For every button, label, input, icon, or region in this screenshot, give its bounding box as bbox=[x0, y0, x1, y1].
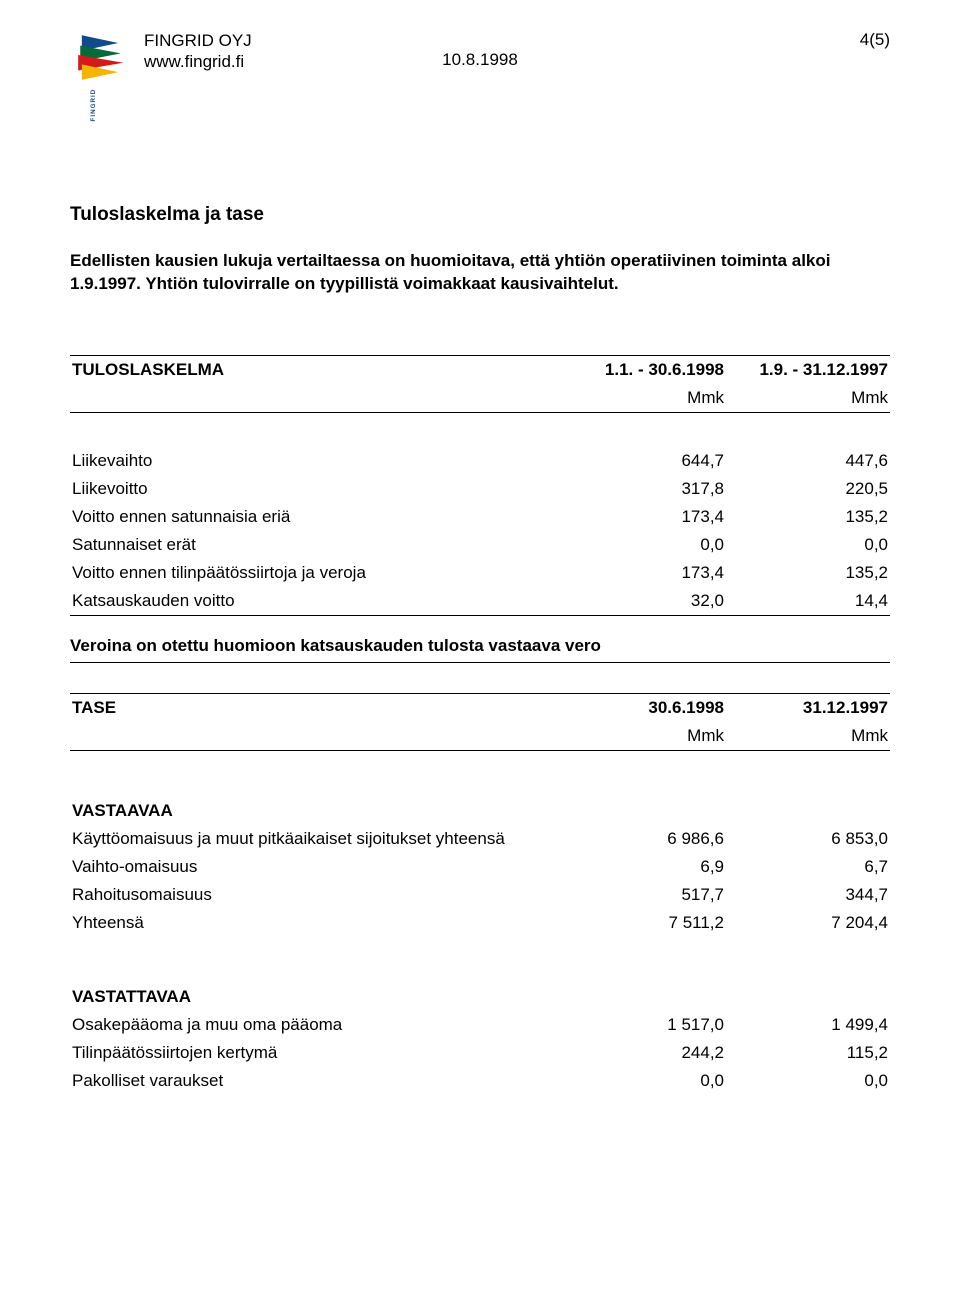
period-2: 1.9. - 31.12.1997 bbox=[726, 356, 890, 384]
row-label: Pakolliset varaukset bbox=[70, 1067, 562, 1095]
row-value-2: 344,7 bbox=[726, 881, 890, 909]
brand-logo-block: FINGRID bbox=[70, 30, 130, 124]
row-value-2: 220,5 bbox=[726, 475, 890, 503]
document-date: 10.8.1998 bbox=[442, 50, 518, 70]
table-row: Osakepääoma ja muu oma pääoma1 517,01 49… bbox=[70, 1011, 890, 1039]
liab-heading-row: VASTATTAVAA bbox=[70, 983, 890, 1011]
table-row: Liikevaihto644,7447,6 bbox=[70, 447, 890, 475]
table-row: Voitto ennen satunnaisia eriä173,4135,2 bbox=[70, 503, 890, 531]
row-value-2: 7 204,4 bbox=[726, 909, 890, 937]
unit-row: Mmk Mmk bbox=[70, 384, 890, 412]
row-label: Liikevaihto bbox=[70, 447, 562, 475]
content: Tuloslaskelma ja tase Edellisten kausien… bbox=[70, 204, 890, 1096]
period-1: 1.1. - 30.6.1998 bbox=[562, 356, 726, 384]
row-value-1: 7 511,2 bbox=[562, 909, 726, 937]
row-value-2: 447,6 bbox=[726, 447, 890, 475]
income-statement-table: TULOSLASKELMA 1.1. - 30.6.1998 1.9. - 31… bbox=[70, 356, 890, 412]
table-row: Satunnaiset erät0,00,0 bbox=[70, 531, 890, 559]
table-row: Käyttöomaisuus ja muut pitkäaikaiset sij… bbox=[70, 825, 890, 853]
unit-2: Mmk bbox=[726, 722, 890, 750]
row-label: Käyttöomaisuus ja muut pitkäaikaiset sij… bbox=[70, 825, 562, 853]
balance-heading: TASE bbox=[70, 694, 562, 722]
row-value-1: 244,2 bbox=[562, 1039, 726, 1067]
page-header: FINGRID FINGRID OYJ www.fingrid.fi 4(5) … bbox=[70, 30, 890, 124]
row-value-2: 14,4 bbox=[726, 587, 890, 615]
row-label: Katsauskauden voitto bbox=[70, 587, 562, 615]
table-row: Yhteensä7 511,27 204,4 bbox=[70, 909, 890, 937]
row-label: Satunnaiset erät bbox=[70, 531, 562, 559]
row-value-1: 644,7 bbox=[562, 447, 726, 475]
row-value-2: 6,7 bbox=[726, 853, 890, 881]
row-value-1: 317,8 bbox=[562, 475, 726, 503]
balance-date-1: 30.6.1998 bbox=[562, 694, 726, 722]
liab-heading: VASTATTAVAA bbox=[70, 983, 562, 1011]
row-label: Vaihto-omaisuus bbox=[70, 853, 562, 881]
liabilities-table: VASTATTAVAA Osakepääoma ja muu oma pääom… bbox=[70, 983, 890, 1095]
row-value-2: 0,0 bbox=[726, 531, 890, 559]
row-value-2: 115,2 bbox=[726, 1039, 890, 1067]
row-value-1: 1 517,0 bbox=[562, 1011, 726, 1039]
row-value-1: 173,4 bbox=[562, 503, 726, 531]
unit-1: Mmk bbox=[562, 384, 726, 412]
row-value-2: 6 853,0 bbox=[726, 825, 890, 853]
row-value-2: 135,2 bbox=[726, 559, 890, 587]
income-heading: TULOSLASKELMA bbox=[70, 356, 562, 384]
row-label: Voitto ennen tilinpäätössiirtoja ja vero… bbox=[70, 559, 562, 587]
table-row: Pakolliset varaukset0,00,0 bbox=[70, 1067, 890, 1095]
income-rows-table: Liikevaihto644,7447,6Liikevoitto317,8220… bbox=[70, 447, 890, 615]
row-label: Voitto ennen satunnaisia eriä bbox=[70, 503, 562, 531]
balance-header-table: TASE 30.6.1998 31.12.1997 Mmk Mmk bbox=[70, 694, 890, 750]
page: FINGRID FINGRID OYJ www.fingrid.fi 4(5) … bbox=[0, 0, 960, 1302]
table-header-row: TASE 30.6.1998 31.12.1997 bbox=[70, 694, 890, 722]
fingrid-logo-icon: FINGRID bbox=[74, 30, 126, 124]
svg-text:FINGRID: FINGRID bbox=[90, 89, 97, 122]
assets-table: VASTAAVAA Käyttöomaisuus ja muut pitkäai… bbox=[70, 797, 890, 937]
balance-date-2: 31.12.1997 bbox=[726, 694, 890, 722]
unit-1: Mmk bbox=[562, 722, 726, 750]
row-value-1: 517,7 bbox=[562, 881, 726, 909]
row-label: Liikevoitto bbox=[70, 475, 562, 503]
page-title: Tuloslaskelma ja tase bbox=[70, 204, 890, 226]
company-name: FINGRID OYJ bbox=[144, 30, 252, 51]
unit-2: Mmk bbox=[726, 384, 890, 412]
company-block: FINGRID OYJ www.fingrid.fi bbox=[144, 30, 252, 73]
row-value-1: 32,0 bbox=[562, 587, 726, 615]
row-value-1: 0,0 bbox=[562, 1067, 726, 1095]
table-row: Tilinpäätössiirtojen kertymä244,2115,2 bbox=[70, 1039, 890, 1067]
row-label: Yhteensä bbox=[70, 909, 562, 937]
company-website: www.fingrid.fi bbox=[144, 51, 252, 72]
row-value-1: 173,4 bbox=[562, 559, 726, 587]
intro-paragraph: Edellisten kausien lukuja vertailtaessa … bbox=[70, 250, 890, 296]
row-value-2: 1 499,4 bbox=[726, 1011, 890, 1039]
row-label: Rahoitusomaisuus bbox=[70, 881, 562, 909]
table-row: Vaihto-omaisuus6,96,7 bbox=[70, 853, 890, 881]
table-row: Liikevoitto317,8220,5 bbox=[70, 475, 890, 503]
row-value-1: 6 986,6 bbox=[562, 825, 726, 853]
assets-heading-row: VASTAAVAA bbox=[70, 797, 890, 825]
table-header-row: TULOSLASKELMA 1.1. - 30.6.1998 1.9. - 31… bbox=[70, 356, 890, 384]
table-row: Rahoitusomaisuus517,7344,7 bbox=[70, 881, 890, 909]
row-value-2: 135,2 bbox=[726, 503, 890, 531]
row-label: Tilinpäätössiirtojen kertymä bbox=[70, 1039, 562, 1067]
row-label: Osakepääoma ja muu oma pääoma bbox=[70, 1011, 562, 1039]
income-note: Veroina on otettu huomioon katsauskauden… bbox=[70, 616, 890, 662]
table-row: Voitto ennen tilinpäätössiirtoja ja vero… bbox=[70, 559, 890, 587]
row-value-2: 0,0 bbox=[726, 1067, 890, 1095]
page-number: 4(5) bbox=[860, 30, 890, 50]
table-row: Katsauskauden voitto32,014,4 bbox=[70, 587, 890, 615]
row-value-1: 6,9 bbox=[562, 853, 726, 881]
unit-row: Mmk Mmk bbox=[70, 722, 890, 750]
assets-heading: VASTAAVAA bbox=[70, 797, 562, 825]
row-value-1: 0,0 bbox=[562, 531, 726, 559]
